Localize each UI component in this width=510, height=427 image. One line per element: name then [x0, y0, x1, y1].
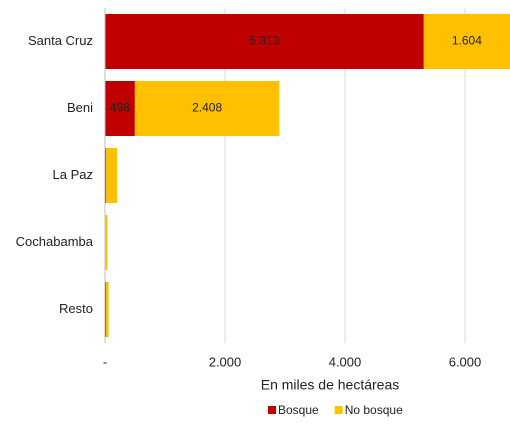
x-axis-title: En miles de hectáreas [261, 377, 400, 393]
bar-segment [423, 14, 510, 69]
value-label: 498 [110, 101, 130, 115]
x-tick-label: 2.000 [209, 354, 242, 369]
bar-segment [134, 81, 280, 136]
bar-segment [105, 215, 108, 270]
y-tick-label: Resto [59, 301, 93, 316]
value-label: 2.408 [192, 101, 222, 115]
value-label: 1.604 [452, 34, 482, 48]
legend-label: No bosque [345, 403, 403, 417]
x-tick-label: - [103, 354, 107, 369]
x-tick-label: 4.000 [329, 354, 362, 369]
value-label: 5.313 [249, 34, 279, 48]
bar-segment [105, 148, 107, 203]
legend-swatch [268, 406, 276, 414]
legend-swatch [334, 406, 343, 414]
y-tick-label: La Paz [53, 167, 93, 182]
bar-segment [106, 148, 117, 203]
bar-segment [106, 282, 109, 337]
bar-segment [105, 81, 135, 136]
x-tick-label: 6.000 [449, 354, 482, 369]
legend-label: Bosque [278, 403, 319, 417]
bar-segment [105, 282, 107, 337]
y-tick-label: Cochabamba [16, 234, 94, 249]
y-tick-label: Beni [67, 100, 93, 115]
y-tick-label: Santa Cruz [28, 33, 93, 48]
bar-segment [105, 14, 424, 69]
